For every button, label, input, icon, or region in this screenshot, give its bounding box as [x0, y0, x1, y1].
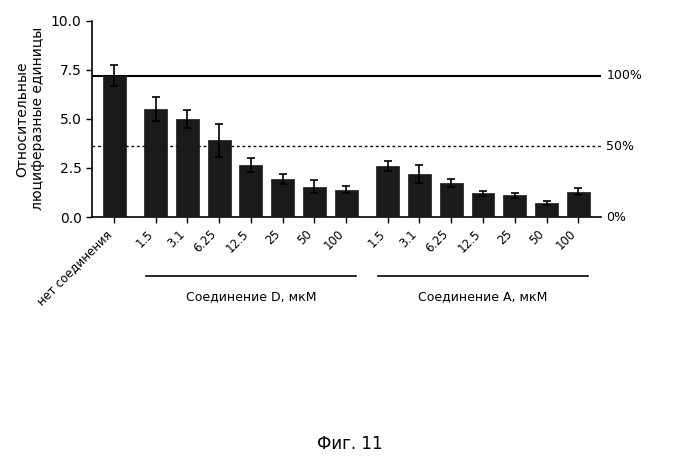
Text: 50%: 50%: [606, 140, 634, 153]
Bar: [535, 203, 558, 217]
Bar: [176, 119, 199, 217]
Text: Соединение D, мкМ: Соединение D, мкМ: [186, 290, 316, 303]
Bar: [208, 141, 231, 217]
Bar: [240, 165, 262, 217]
Text: Фиг. 11: Фиг. 11: [317, 436, 382, 453]
Bar: [335, 190, 358, 217]
Text: 0%: 0%: [606, 211, 626, 224]
Bar: [303, 186, 326, 217]
Bar: [408, 174, 431, 217]
Bar: [440, 183, 463, 217]
Text: Соединение А, мкМ: Соединение А, мкМ: [418, 290, 548, 303]
Bar: [503, 196, 526, 217]
Y-axis label: Относительные
люциферазные единицы: Относительные люциферазные единицы: [15, 27, 45, 210]
Bar: [271, 179, 294, 217]
Bar: [103, 76, 126, 217]
Bar: [144, 109, 167, 217]
Text: 100%: 100%: [606, 69, 642, 82]
Bar: [376, 166, 399, 217]
Bar: [472, 193, 494, 217]
Bar: [567, 191, 590, 217]
